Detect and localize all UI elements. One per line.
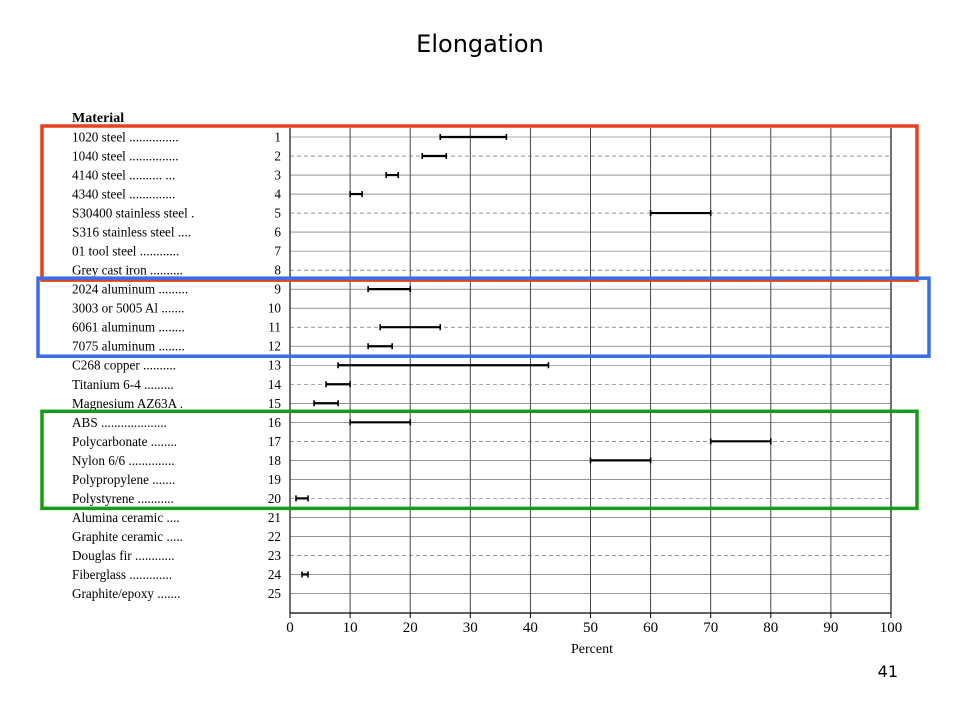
row-label: 6061 aluminum ........: [72, 320, 185, 335]
row-label: Douglas fir ............: [72, 548, 175, 563]
row-label: 4140 steel .......... ...: [72, 168, 175, 183]
row-label: C268 copper ..........: [72, 358, 176, 373]
row-label: Polystyrene ...........: [72, 491, 174, 506]
x-axis-label: Percent: [571, 642, 613, 657]
row-index: 8: [274, 263, 281, 278]
x-tick-label: 0: [286, 620, 294, 636]
x-tick-label: 90: [823, 620, 838, 636]
range-bar-1: [439, 134, 508, 140]
row-index: 25: [268, 586, 282, 601]
grid-layer: [289, 128, 892, 614]
row-index: 5: [274, 206, 281, 221]
row-index: 2: [274, 149, 281, 164]
row-index: 6: [274, 225, 281, 240]
x-tick-label: 80: [763, 620, 778, 636]
box-layer: [36, 124, 931, 511]
slide-title: Elongation: [416, 30, 544, 58]
row-label: Titanium 6-4 .........: [72, 377, 174, 392]
row-label: 7075 aluminum ........: [72, 339, 185, 354]
range-bar-13: [337, 362, 550, 369]
row-index: 10: [268, 301, 282, 316]
row-label: Graphite/epoxy .......: [72, 586, 180, 601]
row-index: 19: [268, 472, 282, 487]
row-index: 1: [274, 130, 281, 145]
x-tick-label: 40: [523, 620, 538, 636]
range-bar-3: [385, 172, 399, 179]
range-bar-5: [649, 210, 712, 217]
label-layer: 1020 steel ............... 1 1040 steel ..…: [72, 130, 281, 601]
row-label: ABS ....................: [72, 415, 167, 430]
range-bar-4: [349, 191, 363, 198]
row-index: 16: [268, 415, 282, 430]
row-index: 22: [268, 529, 281, 544]
row-index: 21: [268, 510, 281, 525]
range-bar-24: [301, 571, 309, 578]
range-bar-15: [313, 400, 339, 407]
x-tick-label: 50: [583, 620, 598, 636]
row-label: Grey cast iron ..........: [72, 263, 183, 278]
range-bar-12: [367, 343, 393, 350]
row-label: Polypropylene .......: [72, 472, 175, 487]
row-index: 13: [268, 358, 282, 373]
row-index: 12: [268, 339, 281, 354]
row-label: Graphite ceramic .....: [72, 529, 183, 544]
x-tick-label: 10: [343, 620, 358, 636]
range-bar-16: [349, 419, 412, 426]
row-index: 18: [268, 453, 282, 468]
row-label: Magnesium AZ63A .: [72, 396, 183, 411]
row-index: 14: [268, 377, 282, 392]
row-index: 24: [268, 567, 282, 582]
row-index: 17: [268, 434, 282, 449]
bar-layer: [295, 134, 772, 578]
column-header: Material: [72, 111, 124, 126]
row-label: 1040 steel ...............: [72, 149, 179, 164]
row-label: Nylon 6/6 ..............: [72, 453, 175, 468]
row-label: Fiberglass .............: [72, 567, 172, 582]
row-label: 1020 steel ...............: [72, 130, 179, 145]
range-bar-14: [325, 381, 351, 388]
row-label: S316 stainless steel ....: [72, 225, 191, 240]
highlight-box-1: [40, 124, 919, 282]
row-label: 4340 steel ..............: [72, 187, 175, 202]
row-label: 01 tool steel ............: [72, 244, 179, 259]
range-bar-20: [295, 495, 309, 502]
x-tick-label: 20: [403, 620, 418, 636]
row-label: S30400 stainless steel .: [72, 206, 194, 221]
x-tick-label: 30: [463, 620, 478, 636]
range-bar-2: [421, 153, 448, 160]
highlight-box-2: [36, 276, 931, 358]
row-label: 2024 aluminum .........: [72, 282, 188, 297]
x-tick-label: 100: [880, 620, 903, 636]
row-label: Alumina ceramic ....: [72, 510, 180, 525]
range-bar-18: [589, 457, 652, 464]
row-index: 7: [274, 244, 281, 259]
tick-layer: 0 10 20 30 40 50 60 70 80 90 100: [286, 613, 902, 636]
row-index: 3: [274, 168, 281, 183]
row-label: Polycarbonate ........: [72, 434, 177, 449]
row-index: 23: [268, 548, 282, 563]
row-index: 20: [268, 491, 282, 506]
range-bar-9: [367, 286, 412, 293]
range-bar-17: [709, 438, 772, 445]
row-label: 3003 or 5005 Al .......: [72, 301, 184, 316]
page-number: 41: [877, 662, 898, 681]
row-index: 4: [274, 187, 281, 202]
row-index: 9: [274, 282, 281, 297]
x-tick-label: 60: [643, 620, 658, 636]
row-index: 11: [268, 320, 281, 335]
row-index: 15: [268, 396, 282, 411]
highlight-box-3: [40, 409, 919, 511]
range-bar-11: [379, 324, 442, 331]
x-tick-label: 70: [703, 620, 718, 636]
